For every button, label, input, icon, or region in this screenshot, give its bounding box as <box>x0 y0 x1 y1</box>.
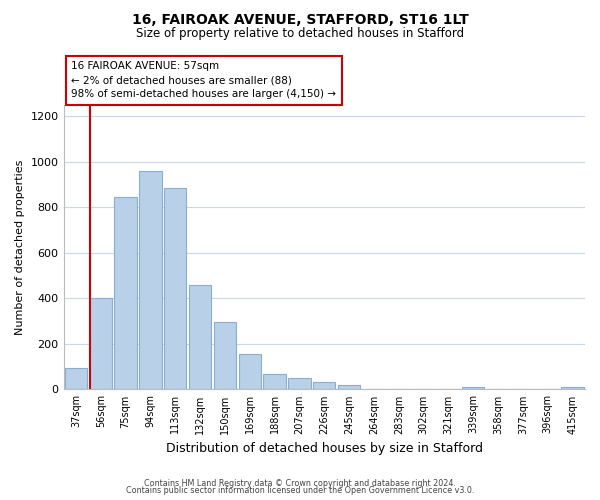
Bar <box>139 171 161 390</box>
Bar <box>214 322 236 390</box>
Bar <box>288 378 311 390</box>
X-axis label: Distribution of detached houses by size in Stafford: Distribution of detached houses by size … <box>166 442 483 455</box>
Text: Contains public sector information licensed under the Open Government Licence v3: Contains public sector information licen… <box>126 486 474 495</box>
Y-axis label: Number of detached properties: Number of detached properties <box>15 160 25 335</box>
Bar <box>313 382 335 390</box>
Bar <box>263 374 286 390</box>
Bar <box>239 354 261 390</box>
Bar <box>65 368 87 390</box>
Text: 16 FAIROAK AVENUE: 57sqm
← 2% of detached houses are smaller (88)
98% of semi-de: 16 FAIROAK AVENUE: 57sqm ← 2% of detache… <box>71 62 337 100</box>
Bar <box>89 298 112 390</box>
Text: Size of property relative to detached houses in Stafford: Size of property relative to detached ho… <box>136 28 464 40</box>
Text: Contains HM Land Registry data © Crown copyright and database right 2024.: Contains HM Land Registry data © Crown c… <box>144 478 456 488</box>
Bar <box>115 197 137 390</box>
Bar <box>462 387 484 390</box>
Bar <box>338 385 360 390</box>
Bar <box>164 188 187 390</box>
Bar <box>189 285 211 390</box>
Bar <box>562 387 584 390</box>
Text: 16, FAIROAK AVENUE, STAFFORD, ST16 1LT: 16, FAIROAK AVENUE, STAFFORD, ST16 1LT <box>131 12 469 26</box>
